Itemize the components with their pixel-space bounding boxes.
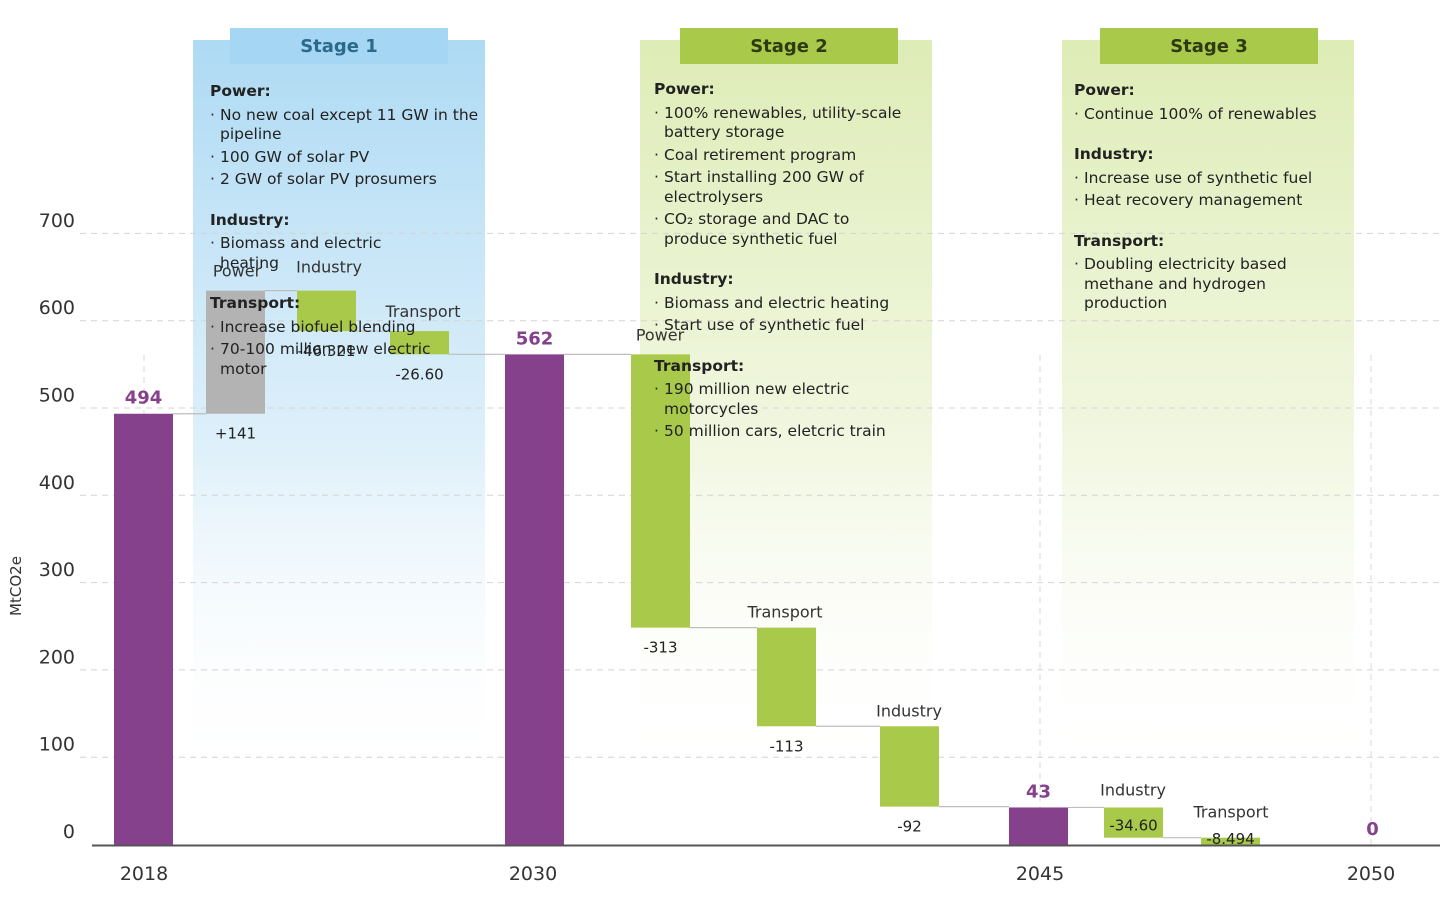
stage-2-industry-item: Start use of synthetic fuel [654, 316, 928, 336]
total-label-s2018: 494 [125, 388, 163, 409]
total-label-s2050: 0 [1366, 819, 1379, 840]
stage-1-tag: Stage 1 [230, 28, 448, 64]
bar-s3-transport [1201, 837, 1260, 846]
y-tick-label: 0 [63, 821, 75, 843]
step-value-s2-power: -313 [643, 639, 677, 657]
bar-s2-transport [757, 627, 816, 727]
y-axis-label: MtCO2e [7, 556, 25, 616]
x-tick-label: 2045 [1016, 863, 1064, 885]
stage-2-tag: Stage 2 [680, 28, 898, 64]
stage-3-industry-item: Increase use of synthetic fuel [1074, 169, 1346, 189]
stage-2-transport-item: 50 million cars, eletcric train [654, 422, 928, 442]
stage-2-power-item: Start installing 200 GW of electrolysers [654, 168, 874, 207]
x-tick-label: 2018 [120, 863, 168, 885]
stage-2-industry-heading: Industry: [654, 270, 734, 288]
stage-3-power-heading: Power: [1074, 81, 1135, 99]
stage-2-power-heading: Power: [654, 80, 715, 98]
stage-3-transport-item: Doubling electricity based methane and h… [1074, 255, 1319, 314]
stage-1-power-heading: Power: [210, 82, 271, 100]
stage-3-industry-heading: Industry: [1074, 145, 1154, 163]
stage-2-power-item: Coal retirement program [654, 146, 928, 166]
stage-1-power-item: 2 GW of solar PV prosumers [210, 170, 480, 190]
step-name-s3-industry: Industry [1100, 780, 1166, 799]
stage-1-power-item: 100 GW of solar PV [210, 148, 480, 168]
stage-1-title: Stage 1 [300, 35, 378, 57]
stage-3-tag: Stage 3 [1100, 28, 1318, 64]
y-tick-label: 500 [39, 385, 75, 407]
stage-2-notes: Power: 100% renewables, utility-scale ba… [654, 80, 928, 445]
y-tick-label: 200 [39, 646, 75, 668]
step-name-s3-transport: Transport [1192, 803, 1268, 822]
bar-s3-industry [1104, 807, 1163, 838]
step-value-s2-industry: -92 [897, 818, 922, 836]
stage-3-band [1062, 40, 1354, 780]
y-tick-label: 600 [39, 297, 75, 319]
x-tick-label: 2030 [509, 863, 557, 885]
total-label-s2045: 43 [1026, 781, 1051, 802]
bar-s2045 [1009, 807, 1068, 845]
step-value-s3-industry: -34.60 [1109, 817, 1157, 835]
step-name-s1-transport: Transport [384, 302, 460, 321]
total-label-s2030: 562 [516, 328, 554, 349]
y-tick-label: 400 [39, 472, 75, 494]
stage-2-title: Stage 2 [750, 35, 828, 57]
stage-1-transport-heading: Transport: [210, 294, 301, 312]
stage-2-power-item: CO₂ storage and DAC to produce synthetic… [654, 210, 894, 249]
stage-2-transport-heading: Transport: [654, 356, 745, 375]
stage-1-power-item: No new coal except 11 GW in the pipeline [210, 106, 480, 145]
stage-3-transport-heading: Transport: [1074, 231, 1165, 250]
step-name-s2-industry: Industry [876, 701, 942, 720]
stage-3-notes: Power: Continue 100% of renewables Indus… [1074, 81, 1346, 317]
x-tick-label: 2050 [1347, 863, 1395, 885]
stage-1-transport-item: 70-100 million new electric motor [210, 340, 480, 379]
step-name-s2-transport: Transport [746, 603, 822, 622]
step-value-s1-power: +141 [215, 425, 256, 443]
y-tick-label: 300 [39, 559, 75, 581]
bar-s2018 [114, 413, 173, 845]
stage-2-transport-item: 190 million new electric motorcycles [654, 380, 889, 419]
y-tick-label: 700 [39, 210, 75, 232]
step-value-s3-transport: -8.494 [1206, 830, 1254, 848]
stage-3-power-item: Continue 100% of renewables [1074, 105, 1346, 125]
stage-3-title: Stage 3 [1170, 35, 1248, 57]
stage-3-industry-item: Heat recovery management [1074, 191, 1346, 211]
bar-s2030 [505, 354, 564, 845]
stage-2-industry-item: Biomass and electric heating [654, 294, 928, 314]
stage-1-industry-item: Biomass and electric heating [210, 234, 420, 273]
step-value-s2-transport: -113 [769, 737, 803, 755]
stage-2-power-item: 100% renewables, utility-scale battery s… [654, 104, 928, 143]
y-tick-label: 100 [39, 734, 75, 756]
stage-1-transport-item: Increase biofuel blending [210, 318, 480, 338]
stage-1-notes: Power: No new coal except 11 GW in the p… [210, 82, 480, 382]
stage-1-industry-heading: Industry: [210, 210, 290, 229]
bar-s2-industry [880, 726, 939, 807]
